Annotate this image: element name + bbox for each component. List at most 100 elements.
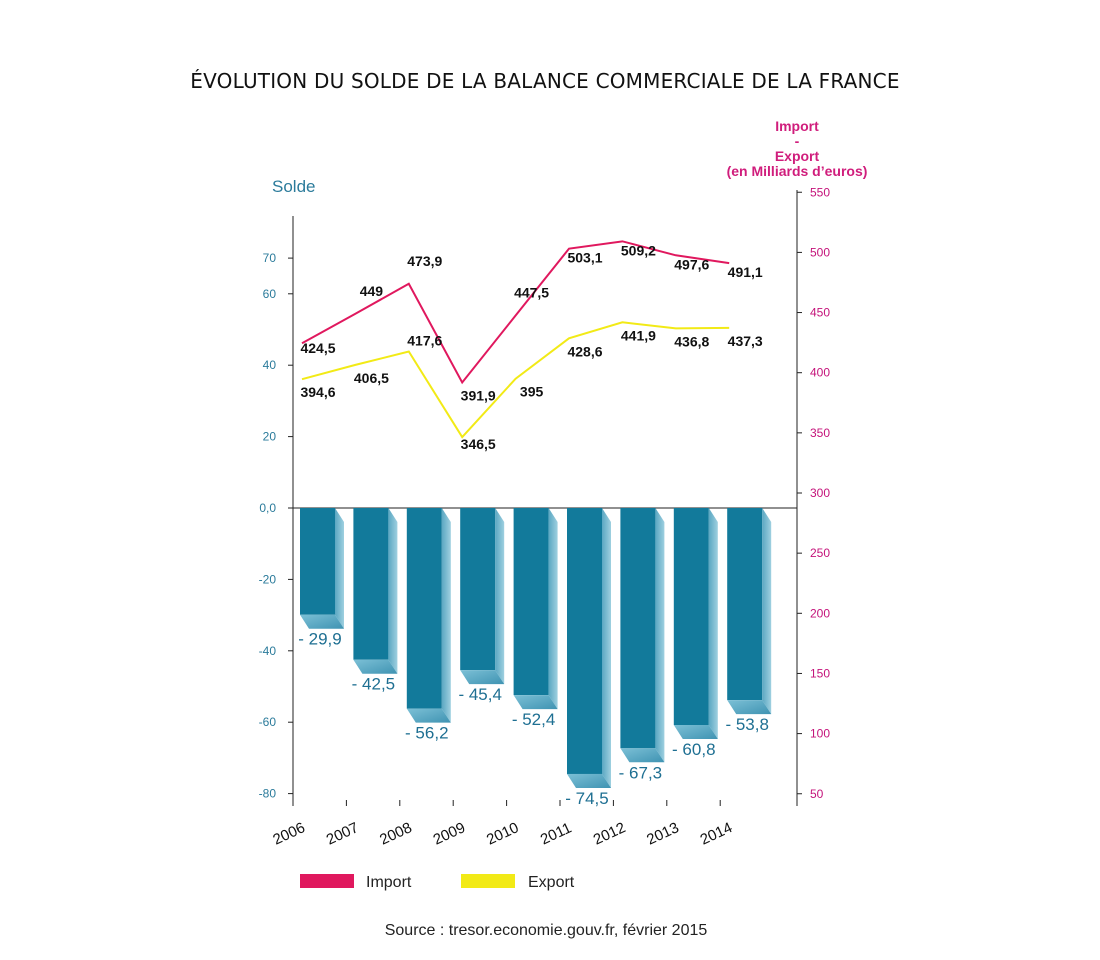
series-label-export: 441,9: [621, 327, 656, 343]
chart-title: ÉVOLUTION DU SOLDE DE LA BALANCE COMMERC…: [190, 69, 899, 93]
series-label-import: 491,1: [728, 264, 763, 280]
solde-bar-front: [406, 508, 442, 709]
left-tick-label: 20: [263, 430, 277, 444]
legend: Import Export: [300, 874, 575, 891]
right-tick-label: 200: [810, 606, 830, 620]
series-label-import: 503,1: [567, 250, 602, 266]
left-tick-label: -20: [259, 572, 277, 586]
x-tick-label: 2011: [538, 819, 574, 848]
solde-bar-side: [495, 508, 505, 685]
series-label-import: 391,9: [461, 387, 496, 403]
solde-bar: [406, 508, 451, 723]
right-axis-title-line: (en Milliards d’euros): [727, 163, 868, 179]
x-tick-label: 2007: [324, 819, 361, 849]
right-tick-label: 250: [810, 546, 830, 560]
solde-bar-side: [388, 508, 398, 674]
source-note: Source : tresor.economie.gouv.fr, févrie…: [385, 922, 708, 939]
solde-bar: [300, 508, 344, 629]
solde-bars: [300, 508, 772, 788]
series-label-import: 449: [360, 283, 384, 299]
solde-bar: [460, 508, 505, 685]
solde-bar-side: [335, 508, 344, 629]
legend-label-export: Export: [528, 874, 575, 891]
legend-swatch-import: [300, 874, 354, 888]
series-label-import: 424,5: [300, 340, 335, 356]
x-tick-label: 2009: [431, 819, 468, 849]
solde-bar-bottom: [620, 748, 665, 763]
solde-bar-front: [727, 508, 763, 701]
solde-bar-side: [441, 508, 451, 723]
series-label-import: 509,2: [621, 242, 656, 258]
solde-bar-label: - 45,4: [458, 685, 501, 704]
solde-bar-front: [567, 508, 602, 774]
series-label-export: 394,6: [300, 384, 335, 400]
solde-bar-label: - 52,4: [512, 710, 555, 729]
right-tick-label: 550: [810, 185, 830, 199]
right-axis-title: Import - Export (en Milliards d’euros): [727, 118, 868, 179]
right-tick-label: 50: [810, 787, 824, 801]
solde-bar: [353, 508, 398, 674]
solde-bar-bottom: [460, 670, 505, 685]
x-tick-label: 2013: [644, 819, 681, 849]
left-tick-label: 40: [263, 358, 277, 372]
solde-bar-front: [300, 508, 335, 615]
import-export-lines: [301, 240, 730, 439]
solde-bar-side: [655, 508, 665, 763]
solde-bar-front: [353, 508, 389, 660]
right-tick-label: 500: [810, 245, 830, 259]
legend-swatch-export: [461, 874, 515, 888]
left-tick-label: -80: [259, 787, 277, 801]
solde-bar-bottom: [727, 700, 772, 715]
solde-bar: [727, 508, 772, 715]
solde-bar-label: - 29,9: [298, 630, 341, 649]
solde-bar-side: [548, 508, 558, 710]
series-label-export: 406,5: [354, 370, 389, 386]
right-tick-label: 100: [810, 727, 830, 741]
right-axis-title-line: Export: [775, 148, 820, 164]
solde-bar-bottom: [673, 725, 718, 740]
solde-bar-bottom: [513, 695, 558, 710]
solde-bar-label: - 67,3: [619, 763, 662, 782]
left-tick-label: -60: [259, 715, 277, 729]
solde-bar: [567, 508, 611, 788]
right-tick-label: 400: [810, 366, 830, 380]
series-label-import: 447,5: [514, 285, 549, 301]
solde-bar-side: [708, 508, 718, 740]
left-tick-label: -40: [259, 644, 277, 658]
left-tick-label: 60: [263, 287, 277, 301]
legend-label-import: Import: [366, 874, 412, 891]
series-label-import: 473,9: [407, 253, 442, 269]
series-line-import: [301, 240, 730, 385]
solde-bar-bottom: [353, 659, 398, 674]
solde-bar-side: [602, 508, 611, 788]
solde-bar-bottom: [300, 614, 344, 629]
series-label-export: 437,3: [728, 333, 763, 349]
series-label-export: 346,5: [461, 436, 496, 452]
right-tick-label: 450: [810, 306, 830, 320]
x-tick-label: 2006: [270, 819, 307, 849]
solde-bar: [513, 508, 558, 710]
right-tick-label: 350: [810, 426, 830, 440]
solde-bar-label: - 74,5: [565, 789, 608, 808]
right-axis-title-line: Import: [775, 118, 819, 134]
right-tick-label: 300: [810, 486, 830, 500]
solde-bar-label: - 42,5: [352, 675, 395, 694]
solde-bar-front: [673, 508, 709, 726]
solde-bar: [620, 508, 665, 763]
solde-bar-bottom: [567, 773, 611, 788]
solde-bar-label: - 53,8: [725, 715, 768, 734]
right-axis-title-line: -: [795, 133, 800, 149]
series-label-export: 436,8: [674, 333, 709, 349]
right-tick-label: 150: [810, 666, 830, 680]
data-labels: - 29,9 - 42,5 - 56,2 - 45,4 - 52,4 - 74,5 - 67…: [298, 242, 769, 808]
series-label-import: 497,6: [674, 256, 709, 272]
series-label-export: 428,6: [567, 343, 602, 359]
solde-bar-front: [620, 508, 656, 749]
series-line-export: [301, 321, 730, 439]
x-tick-label: 2014: [698, 819, 735, 849]
solde-bar-label: - 60,8: [672, 740, 715, 759]
solde-bar-bottom: [406, 708, 451, 723]
x-tick-label: 2012: [591, 819, 628, 849]
solde-bar: [673, 508, 718, 740]
